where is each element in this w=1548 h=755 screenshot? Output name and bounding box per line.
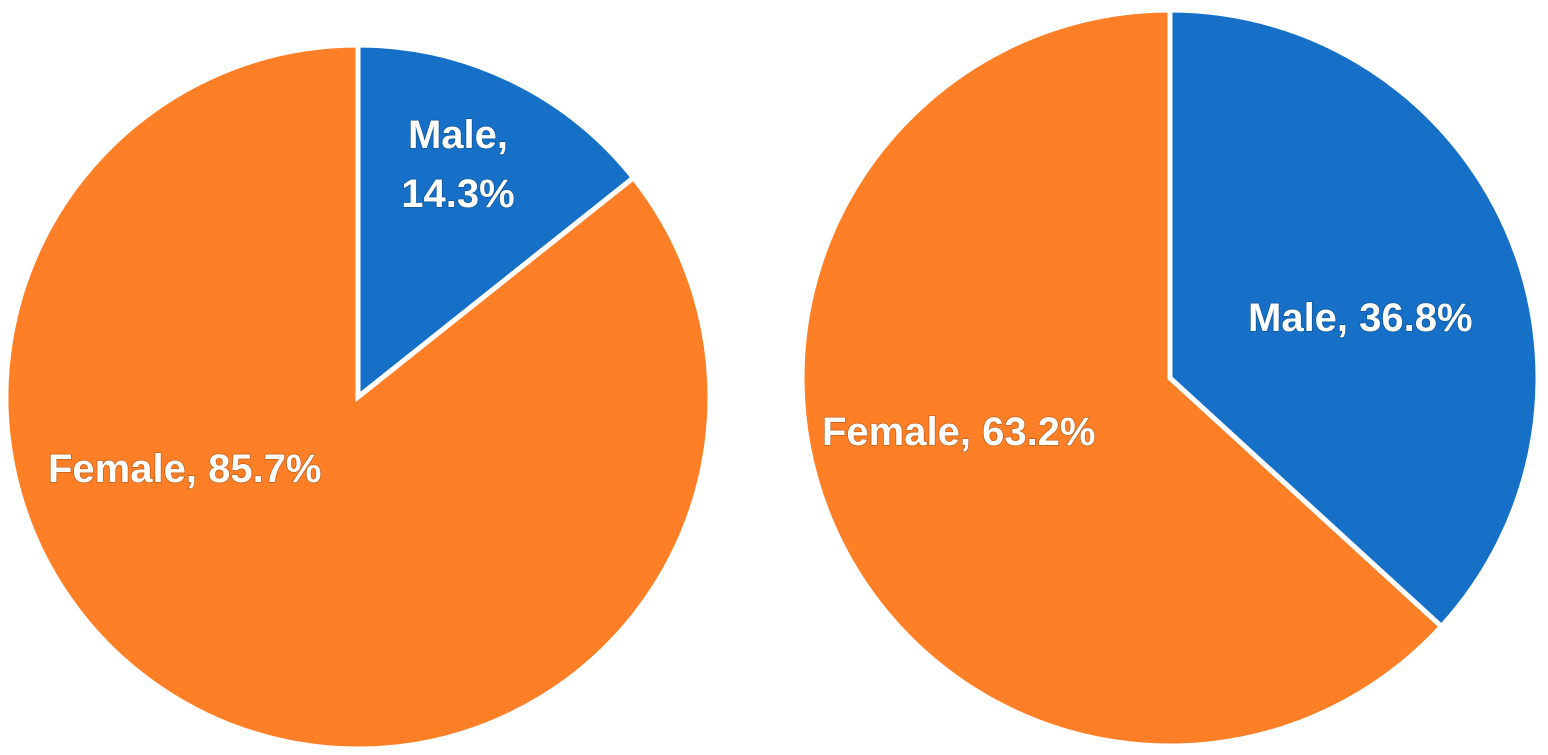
data-label-female: Female, 85.7% <box>48 447 322 491</box>
data-label-male: Male, 14.3% <box>401 113 514 216</box>
pie-slice-male <box>1167 7 1541 631</box>
data-label-male: Male, 36.8% <box>1248 296 1473 340</box>
pie-chart-left: Male, 14.3% Female, 85.7% <box>3 42 713 752</box>
pie-slice-male <box>355 42 637 403</box>
pie-slice-female <box>799 7 1445 749</box>
data-label-female: Female, 63.2% <box>822 410 1096 454</box>
pie-slice-female <box>3 42 713 752</box>
pie-chart-right: Male, 36.8% Female, 63.2% <box>799 7 1541 749</box>
